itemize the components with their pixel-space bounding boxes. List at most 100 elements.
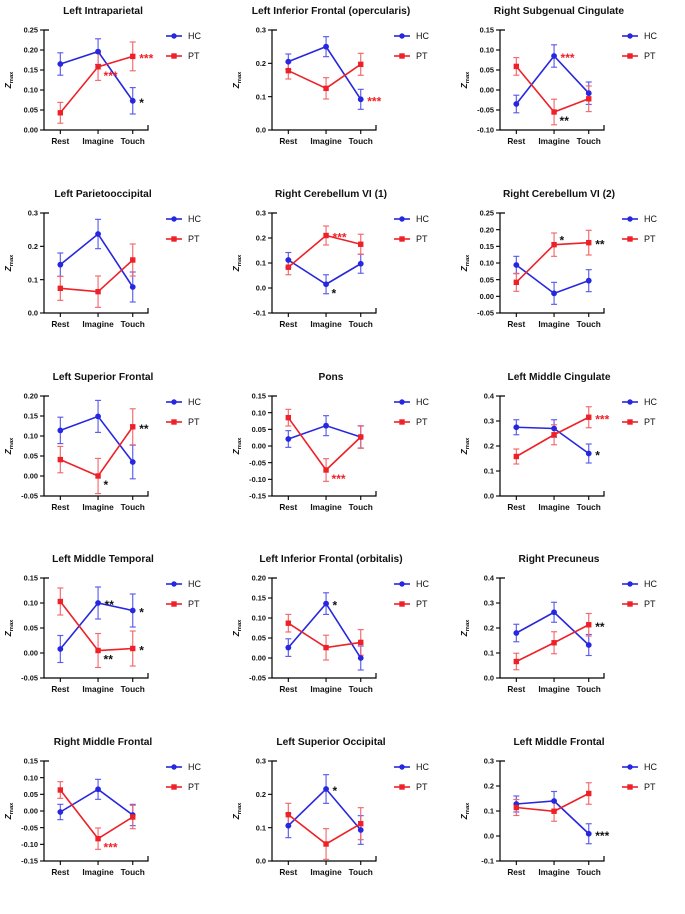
x-category-label: Touch [121, 319, 145, 329]
chart-svg: Left Middle Cingulate 0.0 0.1 0.2 0.3 0.4 Zmax… [459, 372, 657, 512]
x-category-label: Touch [349, 136, 373, 146]
legend-label: PT [416, 234, 428, 244]
legend-marker-circle [627, 581, 633, 588]
y-tick-label: 0.10 [24, 431, 38, 440]
pt-marker [513, 804, 520, 811]
hc-marker [129, 458, 136, 465]
hc-marker [95, 600, 101, 607]
legend-marker-square [399, 53, 405, 59]
legend-label: PT [416, 599, 428, 609]
legend-label: PT [188, 51, 200, 61]
x-category-label: Rest [279, 684, 297, 694]
hc-marker [585, 642, 592, 649]
y-tick-label: -0.05 [477, 106, 494, 115]
pt-marker [323, 232, 329, 238]
y-tick-label: 0.10 [24, 773, 38, 782]
legend-item-hc: HC [394, 397, 429, 407]
legend-label: PT [644, 234, 656, 244]
y-axis-label: Zmax [3, 619, 15, 638]
hc-marker [551, 290, 557, 297]
legend-marker-square [171, 53, 177, 59]
legend-item-hc: HC [394, 579, 429, 589]
legend-label: HC [644, 579, 657, 589]
hc-marker [57, 646, 64, 653]
chart-panel-6: Right Cerebellum VI (2) -0.05 0.00 0.05 0.10… [456, 183, 684, 366]
significance-stars: *** [104, 841, 118, 855]
y-tick-label: -0.10 [21, 840, 38, 849]
legend-marker-circle [171, 581, 177, 588]
legend-item-pt: PT [166, 599, 200, 609]
legend-label: HC [644, 397, 657, 407]
chart-title: Right Middle Frontal [54, 737, 153, 748]
legend-item-pt: PT [622, 234, 656, 244]
pt-marker [551, 241, 557, 248]
pt-marker [551, 109, 557, 115]
y-tick-label: 0.05 [24, 790, 38, 799]
legend-item-hc: HC [622, 214, 657, 224]
legend-item-pt: PT [622, 599, 656, 609]
hc-marker [323, 601, 329, 607]
pt-marker [586, 239, 592, 246]
legend-marker-square [627, 418, 633, 425]
x-category-label: Imagine [538, 684, 570, 694]
y-tick-label: -0.05 [249, 674, 266, 683]
x-category-label: Rest [279, 502, 297, 512]
chart-svg: Right Subgenual Cingulate -0.10 -0.05 0.00 0… [459, 6, 657, 146]
pt-marker [57, 110, 64, 116]
x-category-label: Rest [507, 867, 525, 877]
pt-line [515, 241, 589, 283]
hc-marker [551, 798, 557, 805]
significance-stars: ** [595, 620, 605, 634]
legend-marker-circle [171, 33, 177, 39]
legend-label: HC [188, 579, 201, 589]
legend-label: PT [416, 51, 428, 61]
y-tick-label: 0.05 [252, 425, 266, 434]
hc-marker [95, 230, 101, 237]
pt-marker [513, 279, 520, 285]
legend-item-pt: PT [394, 599, 428, 609]
x-category-label: Touch [577, 136, 601, 146]
legend-label: HC [188, 214, 201, 224]
x-category-label: Imagine [310, 867, 342, 877]
chart-svg: Left Intraparietal 0.00 0.05 0.10 0.15 0.20 0.… [3, 6, 201, 146]
chart-panel-7: Left Superior Frontal -0.05 0.00 0.05 0.10 0.… [0, 366, 228, 549]
y-axis-label: Zmax [459, 254, 471, 273]
chart-svg: Right Precuneus 0.0 0.1 0.2 0.3 0.4 Zmax Rest Im… [459, 554, 657, 694]
y-tick-label: 0.1 [256, 823, 266, 832]
chart-panel-9: Left Middle Cingulate 0.0 0.1 0.2 0.3 0.4 Zmax… [456, 366, 684, 549]
hc-line [515, 264, 590, 295]
y-tick-label: 0.05 [480, 66, 494, 75]
hc-line [60, 415, 134, 463]
chart-title: Left Superior Frontal [53, 372, 154, 383]
x-category-label: Touch [349, 867, 373, 877]
hc-marker [513, 261, 520, 268]
legend-marker-circle [399, 216, 405, 222]
significance-stars: ** [139, 421, 149, 435]
legend-marker-square [171, 784, 177, 790]
y-tick-label: 0.0 [484, 832, 494, 841]
hc-line [287, 259, 362, 285]
pt-line [287, 63, 362, 90]
hc-marker [551, 53, 557, 59]
pt-marker [586, 414, 592, 420]
x-category-label: Rest [51, 867, 69, 877]
y-tick-label: 0.10 [480, 46, 494, 55]
legend-marker-square [399, 601, 405, 608]
pt-marker [323, 466, 329, 473]
y-tick-label: 0.1 [256, 258, 266, 267]
y-tick-label: 0.20 [480, 225, 494, 234]
y-tick-label: -0.1 [253, 308, 266, 317]
significance-stars: *** [595, 412, 609, 426]
legend-item-hc: HC [622, 762, 657, 772]
legend-item-hc: HC [622, 31, 657, 41]
x-category-label: Rest [507, 502, 525, 512]
chart-svg: Left Superior Frontal -0.05 0.00 0.05 0.10 0.… [3, 372, 201, 512]
significance-stars: * [139, 96, 144, 110]
chart-svg: Left Superior Occipital 0.0 0.1 0.2 0.3 Zmax R… [231, 737, 429, 877]
pt-marker [513, 453, 520, 459]
significance-stars: * [595, 448, 600, 462]
pt-marker [130, 646, 136, 652]
y-tick-label: -0.10 [477, 126, 494, 135]
legend-marker-circle [399, 398, 405, 405]
chart-panel-3: Right Subgenual Cingulate -0.10 -0.05 0.00 0… [456, 0, 684, 183]
